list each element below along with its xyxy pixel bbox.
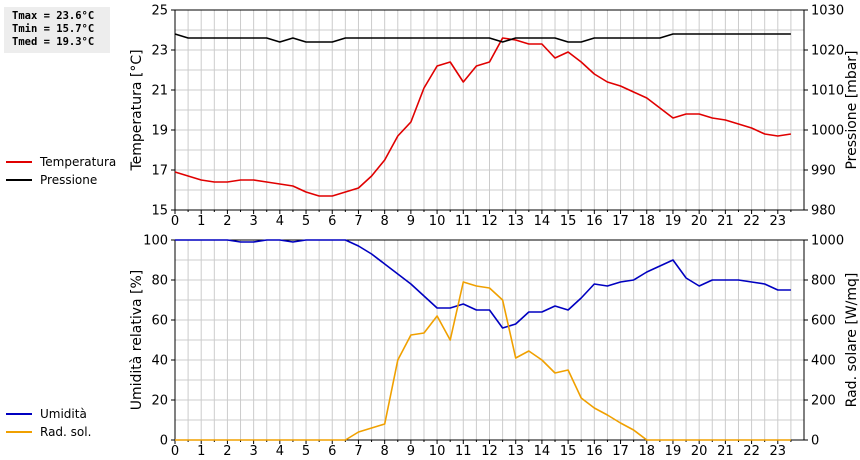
x-tick-label: 13 xyxy=(507,214,524,229)
x-tick-label: 11 xyxy=(455,444,472,459)
series-line-pressione xyxy=(174,33,791,43)
x-tick-label: 14 xyxy=(534,444,551,459)
x-tick-label: 8 xyxy=(381,214,389,229)
stats-box: Tmax = 23.6°C Tmin = 15.7°C Tmed = 19.3°… xyxy=(4,7,110,53)
y2-tick-label: 1000 xyxy=(811,234,844,249)
x-tick-label: 23 xyxy=(770,214,787,229)
legend-item-humidity: Umidità xyxy=(6,405,91,423)
x-tick-label: 2 xyxy=(223,444,231,459)
y-axis-label: Umidità relativa [%] xyxy=(129,270,145,411)
x-tick-label: 4 xyxy=(276,444,284,459)
legend-swatch-humidity xyxy=(6,413,32,415)
y-tick-label: 17 xyxy=(151,164,168,179)
legend-bottom: Umidità Rad. sol. xyxy=(6,407,91,441)
y-axis-label: Temperatura [°C] xyxy=(129,49,145,171)
y2-tick-label: 1010 xyxy=(811,84,844,99)
legend-label-temperature: Temperatura xyxy=(40,155,117,169)
x-tick-label: 1 xyxy=(197,444,205,459)
x-tick-label: 12 xyxy=(481,444,498,459)
legend-swatch-pressure xyxy=(6,179,32,181)
x-tick-label: 9 xyxy=(407,214,415,229)
x-tick-label: 14 xyxy=(534,214,551,229)
y-tick-label: 25 xyxy=(151,4,168,19)
y-tick-label: 23 xyxy=(151,44,168,59)
x-tick-label: 16 xyxy=(586,214,603,229)
x-tick-label: 21 xyxy=(717,444,734,459)
y-tick-label: 20 xyxy=(151,394,168,409)
y2-tick-label: 980 xyxy=(811,204,836,219)
y-tick-label: 100 xyxy=(143,234,168,249)
x-tick-label: 8 xyxy=(381,444,389,459)
x-tick-label: 19 xyxy=(665,444,682,459)
series-line-umidit xyxy=(175,239,791,329)
x-tick-label: 0 xyxy=(171,444,179,459)
legend-swatch-radiation xyxy=(6,431,32,433)
y2-tick-label: 0 xyxy=(811,434,819,449)
x-tick-label: 7 xyxy=(354,214,362,229)
y2-tick-label: 600 xyxy=(811,314,836,329)
y2-tick-label: 990 xyxy=(811,164,836,179)
y2-tick-label: 200 xyxy=(811,394,836,409)
legend-label-pressure: Pressione xyxy=(40,173,98,187)
x-tick-label: 3 xyxy=(249,444,257,459)
series-line-temperatura xyxy=(174,37,792,197)
y-tick-label: 21 xyxy=(151,84,168,99)
legend-top: Temperatura Pressione xyxy=(6,153,116,189)
x-tick-label: 19 xyxy=(665,214,682,229)
x-tick-label: 7 xyxy=(354,444,362,459)
y2-axis-label: Pressione [mbar] xyxy=(844,50,860,169)
x-tick-label: 9 xyxy=(407,444,415,459)
x-tick-label: 6 xyxy=(328,214,336,229)
legend-swatch-temperature xyxy=(6,161,32,163)
x-tick-label: 18 xyxy=(638,214,655,229)
y2-tick-label: 1030 xyxy=(811,4,844,19)
x-tick-label: 17 xyxy=(612,214,629,229)
x-tick-label: 2 xyxy=(223,214,231,229)
y2-axis-label: Rad. solare [W/mq] xyxy=(844,273,860,408)
x-tick-label: 18 xyxy=(638,444,655,459)
x-tick-label: 20 xyxy=(691,214,708,229)
x-tick-label: 3 xyxy=(249,214,257,229)
series-line-rad-sol xyxy=(175,281,791,441)
legend-item-radiation: Rad. sol. xyxy=(6,423,91,441)
x-tick-label: 20 xyxy=(691,444,708,459)
x-tick-label: 23 xyxy=(770,444,787,459)
x-tick-label: 22 xyxy=(743,214,760,229)
legend-item-pressure: Pressione xyxy=(6,171,116,189)
x-tick-label: 4 xyxy=(276,214,284,229)
x-tick-label: 12 xyxy=(481,214,498,229)
legend-label-radiation: Rad. sol. xyxy=(40,425,92,439)
x-tick-label: 10 xyxy=(429,444,446,459)
x-tick-label: 21 xyxy=(717,214,734,229)
x-tick-label: 11 xyxy=(455,214,472,229)
x-tick-label: 17 xyxy=(612,444,629,459)
y2-tick-label: 1020 xyxy=(811,44,844,59)
y2-tick-label: 800 xyxy=(811,274,836,289)
y-tick-label: 60 xyxy=(151,314,168,329)
x-tick-label: 22 xyxy=(743,444,760,459)
x-tick-label: 16 xyxy=(586,444,603,459)
y-tick-label: 15 xyxy=(151,204,168,219)
y-tick-label: 40 xyxy=(151,354,168,369)
x-tick-label: 0 xyxy=(171,214,179,229)
x-tick-label: 15 xyxy=(560,214,577,229)
x-tick-label: 5 xyxy=(302,214,310,229)
y2-tick-label: 400 xyxy=(811,354,836,369)
x-tick-label: 5 xyxy=(302,444,310,459)
y-tick-label: 80 xyxy=(151,274,168,289)
x-tick-label: 13 xyxy=(507,444,524,459)
legend-item-temperature: Temperatura xyxy=(6,153,116,171)
y-tick-label: 0 xyxy=(160,434,168,449)
y2-tick-label: 1000 xyxy=(811,124,844,139)
x-tick-label: 15 xyxy=(560,444,577,459)
stat-tmin: Tmin = 15.7°C xyxy=(12,23,95,35)
x-tick-label: 10 xyxy=(429,214,446,229)
legend-label-humidity: Umidità xyxy=(40,407,87,421)
stat-tmed: Tmed = 19.3°C xyxy=(12,36,95,48)
x-tick-label: 1 xyxy=(197,214,205,229)
y-tick-label: 19 xyxy=(151,124,168,139)
x-tick-label: 6 xyxy=(328,444,336,459)
stat-tmax: Tmax = 23.6°C xyxy=(12,10,95,22)
